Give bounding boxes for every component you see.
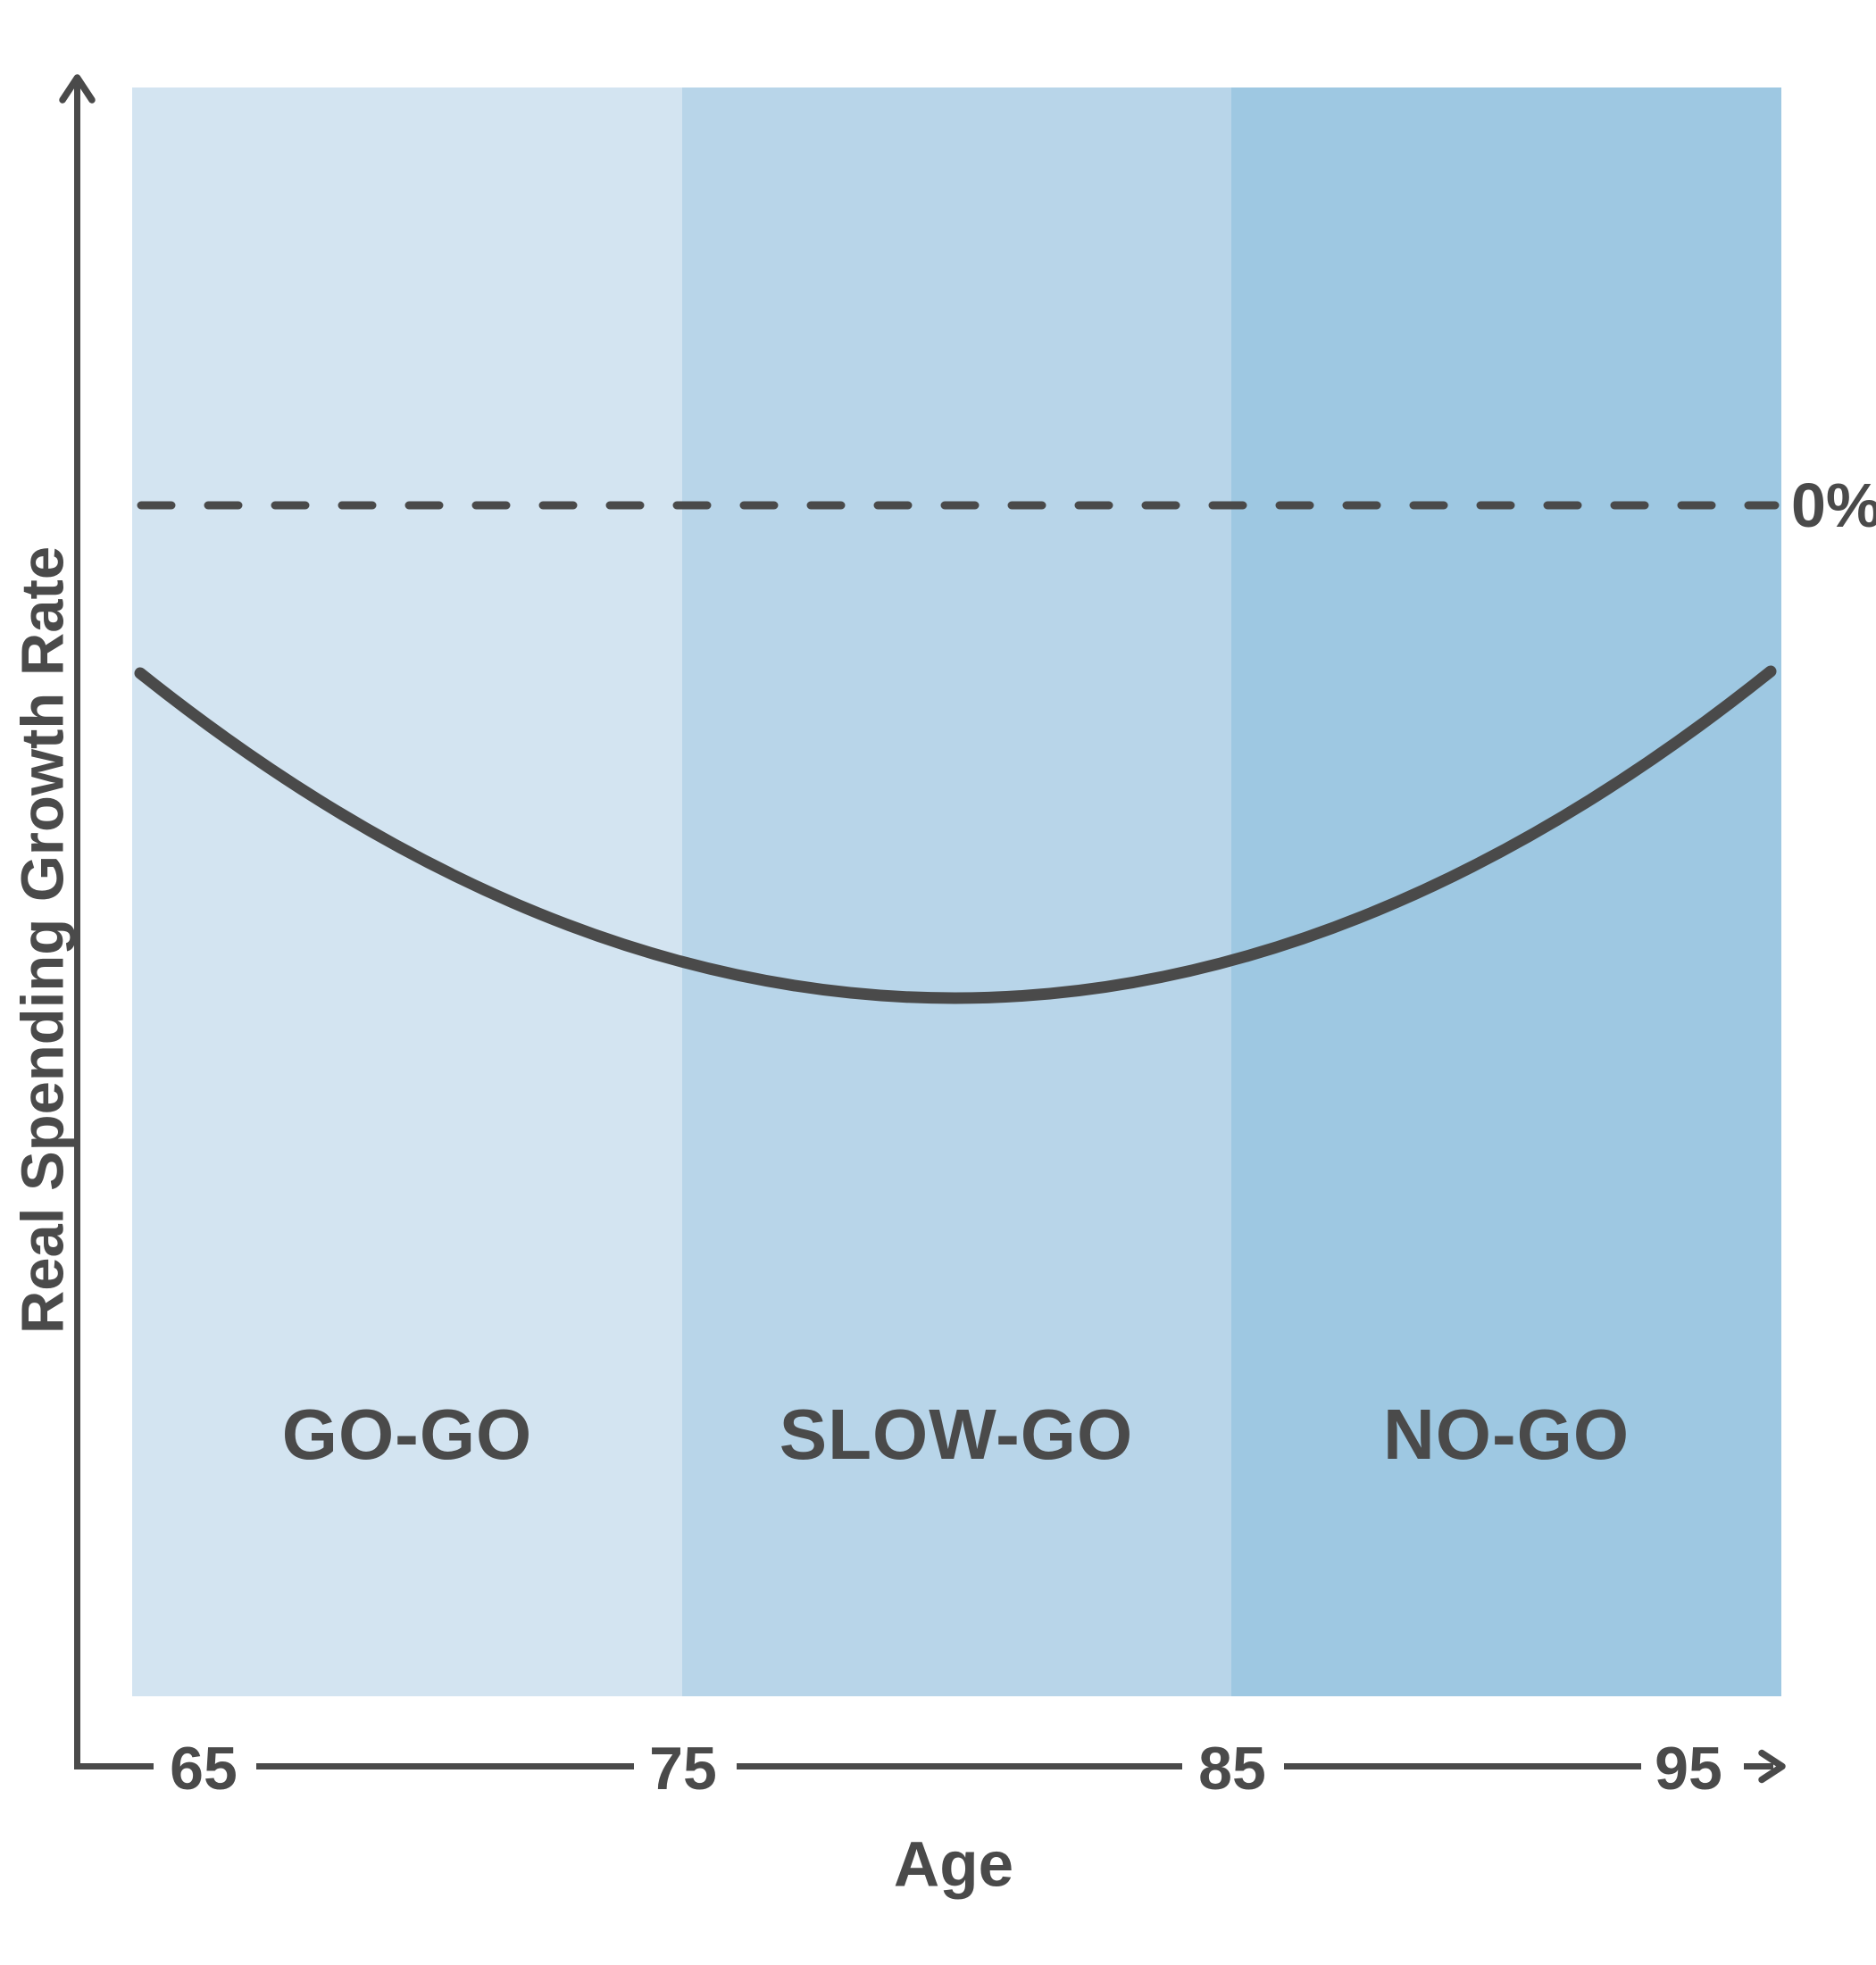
zone-band-no-go: [1231, 87, 1782, 1696]
x-tick-75: 75: [649, 1735, 717, 1803]
zone-label-go-go: GO-GO: [281, 1395, 533, 1474]
zero-line-label: 0%: [1791, 470, 1876, 540]
x-axis-arrow-icon: [1758, 1749, 1786, 1784]
x-tick-85: 85: [1198, 1735, 1266, 1803]
x-tick-95: 95: [1655, 1735, 1722, 1803]
zone-band-slow-go: [681, 87, 1232, 1696]
y-axis-title: Real Spending Growth Rate: [9, 545, 77, 1335]
spending-curve: [134, 665, 1777, 1004]
x-tick-65: 65: [170, 1735, 238, 1803]
zone-label-slow-go: SLOW-GO: [779, 1395, 1134, 1474]
x-axis-title: Age: [893, 1829, 1014, 1901]
y-axis-arrow-icon: [59, 74, 96, 104]
zone-label-no-go: NO-GO: [1382, 1395, 1630, 1474]
y-axis-line: [74, 82, 154, 1769]
zone-band-go-go: [132, 87, 682, 1696]
plot-area: [132, 87, 1782, 1696]
